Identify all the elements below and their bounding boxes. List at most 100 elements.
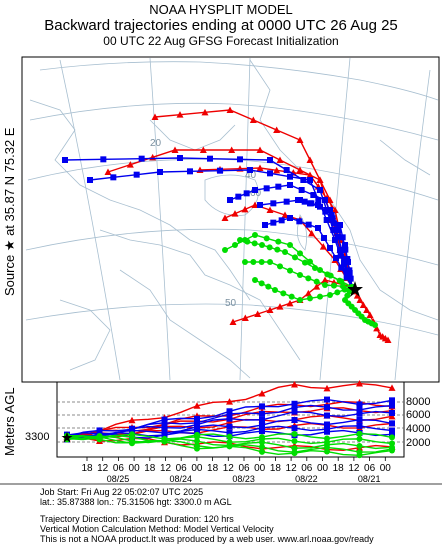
trajectory-marker [342,246,349,253]
map-frame [21,56,440,383]
trajectory-marker [237,156,243,163]
trajectory-marker [283,167,290,173]
trajectory-marker [389,409,395,416]
trajectory-marker [259,443,265,450]
trajectory-marker [323,384,331,392]
title-line-1: NOAA HYSPLIT MODEL [149,2,293,17]
trajectory-marker [305,275,312,282]
trajectory-marker [273,126,281,133]
trajectory-marker [251,201,259,208]
time-tick-label: 00 [191,463,203,474]
trajectory-line [89,169,353,288]
trajectory-marker [222,247,228,253]
height-panel: 8000 6000 4000 2000 3300 18 12 06 00 18 12 06 0… [25,380,430,484]
trajectory-marker [226,415,233,422]
trajectory-marker [266,306,274,313]
time-tick-label: 00 [317,463,329,474]
trajectory-marker [327,207,333,213]
title-line-3: 00 UTC 22 Aug GFSG Forecast Initializati… [103,34,339,48]
trajectory-marker [262,222,268,228]
date-label: 08/24 [170,474,193,484]
time-tick-label: 00 [254,463,266,474]
trajectory-marker [336,277,343,284]
trajectory-marker [356,430,363,437]
trajectory-marker [129,427,135,434]
trajectory-marker [331,220,337,227]
trajectory-marker [161,438,168,445]
trajectory-marker [277,263,283,270]
trajectory-marker [252,277,258,283]
trajectory-marker [288,293,295,300]
trajectory-marker [176,111,184,118]
trajectory-marker [388,412,396,420]
trajectory-marker [266,244,273,251]
trajectory-marker [263,185,270,192]
trajectory-marker [275,183,282,190]
trajectory-marker [291,380,298,388]
time-axis: 18 12 06 00 18 12 06 00 18 12 06 00 18 12 06 00 18 12 06 00… [81,457,391,484]
trajectory-marker [317,293,323,300]
trajectory-marker [324,271,331,278]
trajectory-marker [87,177,93,183]
date-label: 08/21 [358,474,381,484]
trajectory-marker [384,336,392,343]
trajectory-marker [291,425,298,432]
trajectory-marker [110,174,117,181]
trajectory-marker [327,245,333,251]
trajectory-marker [161,424,168,431]
trajectory-marker [366,311,374,318]
time-tick-label: 18 [333,463,345,474]
trajectory-marker [278,217,285,224]
trajectory-marker [287,215,293,221]
trajectory-marker [331,282,337,289]
trajectory-marker [324,428,330,435]
trajectory-marker [346,267,353,274]
trajectory-marker [287,242,293,248]
trajectory-marker [133,171,140,178]
trajectory-marker [227,197,233,203]
trajectory-marker [267,259,273,265]
trajectory-marker [272,287,278,293]
info-direction: Trajectory Direction: Backward Duration:… [40,514,234,524]
trajectory-marker [217,167,223,174]
trajectory-marker [228,146,236,153]
trajectory-marker [280,290,287,297]
trajectory-marker [259,410,265,417]
trajectory-marker [308,229,316,237]
trajectory-marker [193,402,201,409]
trajectory-marker [359,301,367,308]
trajectory-marker [327,292,333,298]
trajectory-marker [257,202,263,208]
trajectory-marker [207,155,213,162]
trajectory-marker [100,156,107,163]
trajectory-marker [298,187,305,193]
trajectory-marker [157,169,163,175]
trajectory-marker [306,171,314,178]
trajectory-marker [315,225,321,231]
map-contour-labels: 20 40 60 50 [150,138,262,309]
trajectory-marker [161,432,168,439]
trajectory-marker [129,439,135,446]
trajectory-marker [307,177,313,183]
trajectory-marker [273,166,281,174]
trajectory-marker [389,420,395,427]
info-job-start: Job Start: Fri Aug 22 05:02:07 UTC 2025 [40,487,204,497]
trajectory-marker [96,436,103,443]
trajectory-marker [287,182,293,188]
trajectory-marker [296,136,304,143]
trajectory-marker [372,322,378,328]
trajectory-marker [104,168,112,175]
trajectory-marker [332,237,338,243]
trajectory-marker [254,310,262,317]
trajectory-marker [295,197,301,203]
time-tick-label: 12 [223,463,235,474]
date-label: 08/25 [107,474,130,484]
trajectory-marker [373,324,381,332]
source-star-icon [347,281,363,297]
trajectory-marker [356,442,363,449]
trajectory-marker [226,429,233,436]
info-location: lat.: 35.87388 lon.: 75.31506 hgt: 3300.… [40,497,232,507]
time-tick-label: 06 [176,463,188,474]
trajectory-marker [276,156,284,163]
trajectory-marker [235,193,242,200]
